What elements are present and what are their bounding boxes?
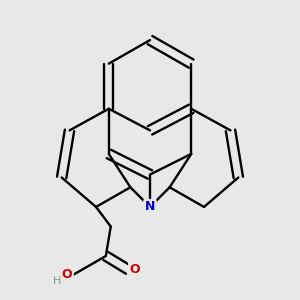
Text: O: O: [130, 263, 140, 276]
Text: O: O: [62, 268, 72, 281]
Text: N: N: [145, 200, 155, 213]
Text: H: H: [53, 275, 61, 286]
